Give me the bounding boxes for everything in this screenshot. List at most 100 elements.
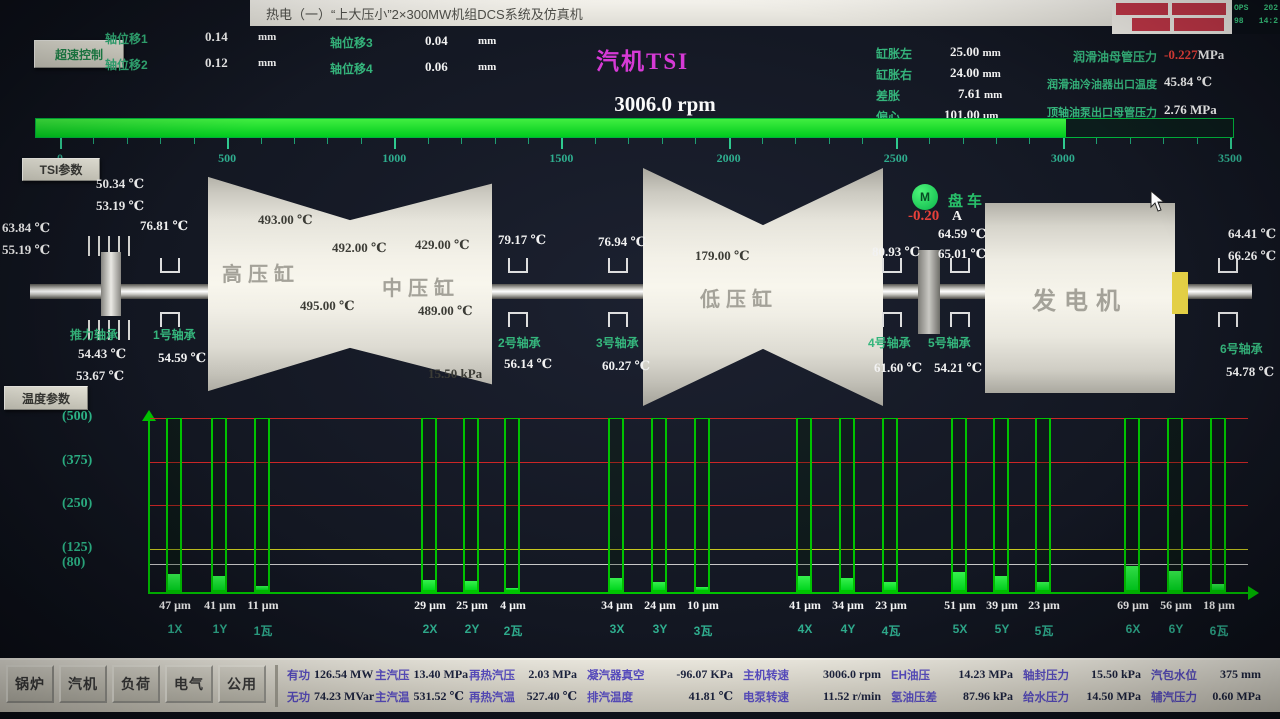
axial-disp2-label: 轴位移2 bbox=[105, 58, 148, 72]
speed-tick bbox=[494, 138, 496, 144]
exp-left-label: 缸胀左 bbox=[876, 47, 913, 61]
vibration-bar bbox=[166, 418, 182, 592]
status-value: 2.03 MPa bbox=[528, 667, 577, 681]
status-values: 有功 126.54 MW 主汽压 13.40 MPa 再热汽压 2.03 MPa 凝汽器真空… bbox=[283, 660, 1280, 712]
y-axis-tick-label: (125) bbox=[62, 539, 93, 555]
status-label: 氢油压差 bbox=[891, 692, 937, 704]
window-title: 热电（一）“上大压小”2×300MW机组DCS系统及仿真机 bbox=[266, 6, 583, 22]
vibration-bar bbox=[651, 418, 667, 592]
status-item: 再热汽温 527.40 ℃ bbox=[469, 689, 587, 705]
bar-value-label: 24 μm bbox=[644, 598, 676, 612]
hp-temp2: 492.00 ℃ bbox=[332, 240, 387, 255]
bearing2-top-temp: 79.17 ℃ bbox=[498, 232, 547, 247]
speed-tick bbox=[795, 138, 797, 144]
bearing5-bracket-bottom bbox=[950, 312, 970, 327]
status-label: 排汽温度 bbox=[587, 692, 633, 704]
speed-tick-label: 3000 bbox=[1050, 151, 1075, 165]
bearing5-label: 5号轴承 bbox=[928, 336, 971, 350]
bar-category-label: 4瓦 bbox=[881, 624, 901, 638]
gland-pressure-value: 15.50 kPa bbox=[428, 366, 483, 381]
axial-disp1-value: 0.14 bbox=[205, 29, 228, 44]
bar-value-label: 10 μm bbox=[687, 598, 719, 612]
vibration-bar-fill bbox=[953, 572, 965, 590]
vibration-bar bbox=[796, 418, 812, 592]
status-item: 有功 126.54 MW bbox=[287, 667, 375, 683]
speed-tick bbox=[695, 138, 697, 144]
vibration-bar bbox=[254, 418, 270, 592]
axial-disp4-value: 0.06 bbox=[425, 59, 448, 74]
tab-turbine[interactable]: 汽机 bbox=[59, 665, 107, 703]
bar-value-label: 34 μm bbox=[601, 598, 633, 612]
x-axis-arrow-icon bbox=[1248, 586, 1266, 600]
turning-gear-motor-icon: M bbox=[912, 184, 938, 210]
bearing5-bracket-top bbox=[950, 258, 970, 273]
bar-category-label: 4Y bbox=[840, 622, 856, 636]
diff-exp-label: 差胀 bbox=[876, 89, 901, 103]
tab-utility[interactable]: 公用 bbox=[218, 665, 266, 703]
vibration-bar bbox=[504, 418, 520, 592]
bearing4-bottom-temp: 61.60 ℃ bbox=[874, 360, 923, 375]
y-axis-tick-label: (500) bbox=[62, 409, 93, 424]
axial-disp3-label: 轴位移3 bbox=[330, 36, 373, 50]
left-shaft-temp2: 55.19 ℃ bbox=[2, 242, 51, 257]
status-row-1: 有功 126.54 MW 主汽压 13.40 MPa 再热汽压 2.03 MPa 凝汽器真空… bbox=[287, 667, 1280, 683]
bar-value-label: 18 μm bbox=[1203, 598, 1235, 612]
tab-boiler[interactable]: 锅炉 bbox=[6, 665, 54, 703]
status-label: 有功 bbox=[287, 670, 310, 682]
bar-value-label: 11 μm bbox=[247, 598, 279, 612]
status-label: 电泵转速 bbox=[743, 692, 789, 704]
status-value: 87.96 kPa bbox=[962, 689, 1013, 703]
bearing4-top-temp: 80.93 ℃ bbox=[872, 244, 921, 259]
speed-tick bbox=[1196, 138, 1198, 144]
turbine-speed-readout: 3006.0 rpm bbox=[614, 92, 716, 116]
bar-value-label: 39 μm bbox=[986, 598, 1018, 612]
ops-station: 98 bbox=[1234, 16, 1244, 26]
speed-tick bbox=[1029, 138, 1031, 144]
bar-category-label: 6Y bbox=[1168, 622, 1184, 636]
hp-cylinder-label: 高压缸 bbox=[222, 264, 300, 286]
tsi-params-button[interactable]: TSI参数 bbox=[22, 158, 100, 181]
bar-category-label: 5瓦 bbox=[1034, 624, 1054, 638]
status-value: 14.23 MPa bbox=[958, 667, 1013, 681]
speed-tick bbox=[1230, 138, 1232, 149]
vibration-bar bbox=[211, 418, 227, 592]
bearing1-bottom-temp: 54.59 ℃ bbox=[158, 350, 207, 365]
brand-logo bbox=[1112, 0, 1232, 34]
vibration-bar bbox=[1210, 418, 1226, 592]
bearing6-bracket-bottom bbox=[1218, 312, 1238, 327]
generator-label: 发电机 bbox=[1032, 288, 1128, 315]
y-axis-tick-label: (375) bbox=[62, 452, 93, 468]
status-value: 14.50 MPa bbox=[1086, 689, 1141, 703]
speed-tick bbox=[528, 138, 529, 144]
grid-line bbox=[150, 505, 1248, 506]
grid-line bbox=[150, 461, 1248, 463]
speed-tick bbox=[762, 138, 763, 144]
tsi-params-label: TSI参数 bbox=[39, 163, 83, 177]
hp-temp1: 493.00 ℃ bbox=[258, 212, 313, 227]
thrust-comb-bottom bbox=[88, 320, 134, 340]
speed-tick bbox=[929, 138, 931, 144]
bar-value-label: 23 μm bbox=[875, 598, 907, 612]
speed-tick bbox=[828, 138, 830, 144]
speed-tick bbox=[126, 138, 128, 144]
vibration-bar-fill bbox=[1169, 570, 1181, 590]
status-row-2: 无功 74.23 MVar 主汽温 531.52 ℃ 再热汽温 527.40 ℃ 排汽温度 4… bbox=[287, 689, 1280, 705]
status-item: 轴封压力 15.50 kPa bbox=[1023, 667, 1151, 683]
bearing4-bracket-top bbox=[882, 258, 902, 273]
status-item: 汽包水位 375 mm bbox=[1151, 667, 1271, 683]
ops-time: 14:2 bbox=[1258, 16, 1278, 26]
tab-load[interactable]: 负荷 bbox=[112, 665, 160, 703]
status-label: 主机转速 bbox=[743, 670, 789, 682]
bearing1-bracket-bottom bbox=[160, 312, 180, 327]
speed-tick-label: 500 bbox=[218, 151, 237, 165]
page-title: 汽机TSI bbox=[596, 49, 690, 74]
overspeed-control-button[interactable]: 超速控制 bbox=[34, 40, 124, 68]
thrust-bearing-temp1: 54.43 ℃ bbox=[78, 346, 127, 361]
temp-params-button[interactable]: 温度参数 bbox=[4, 386, 88, 410]
tab-electric[interactable]: 电气 bbox=[165, 665, 213, 703]
bar-category-label: 3瓦 bbox=[693, 624, 713, 638]
status-label: 给水压力 bbox=[1023, 692, 1069, 704]
axial-disp4-label: 轴位移4 bbox=[330, 62, 373, 76]
vibration-bar-fill bbox=[696, 586, 708, 590]
